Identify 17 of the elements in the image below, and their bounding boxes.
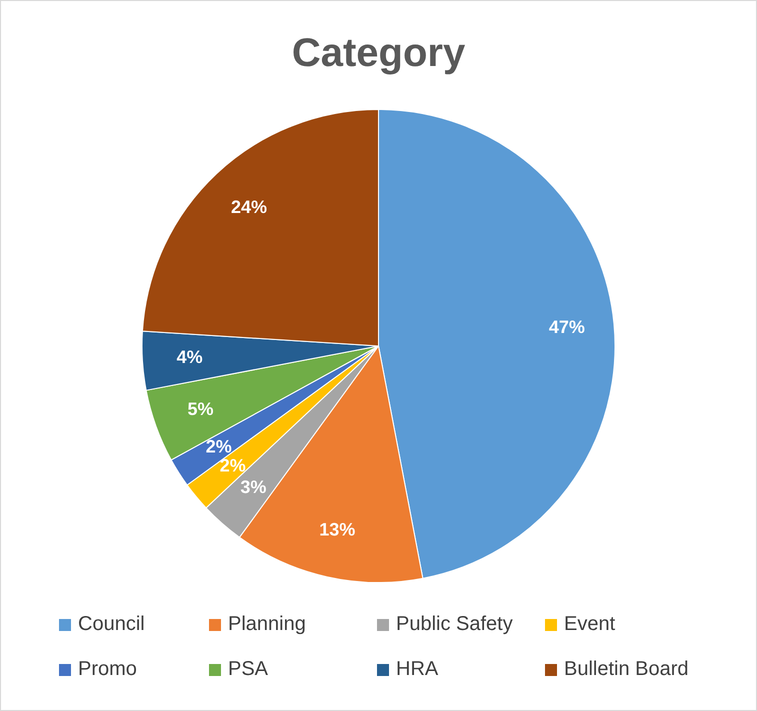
chart-title: Category — [292, 31, 466, 76]
legend-label: Public Safety — [396, 613, 513, 636]
data-label: 3% — [240, 476, 266, 497]
legend-label: HRA — [396, 658, 438, 681]
data-label: 5% — [187, 399, 214, 420]
legend-label: Planning — [228, 613, 306, 636]
data-label: 24% — [230, 197, 267, 218]
data-label: 13% — [319, 520, 356, 540]
data-label: 2% — [220, 456, 246, 476]
legend-label: PSA — [228, 658, 268, 681]
legend-label: Council — [78, 613, 145, 636]
legend-label: Promo — [78, 658, 137, 681]
legend-label: Bulletin Board — [564, 658, 689, 681]
legend-label: Event — [564, 613, 616, 636]
data-label: 47% — [548, 317, 585, 338]
data-label: 2% — [206, 436, 232, 456]
data-label: 4% — [176, 346, 203, 367]
